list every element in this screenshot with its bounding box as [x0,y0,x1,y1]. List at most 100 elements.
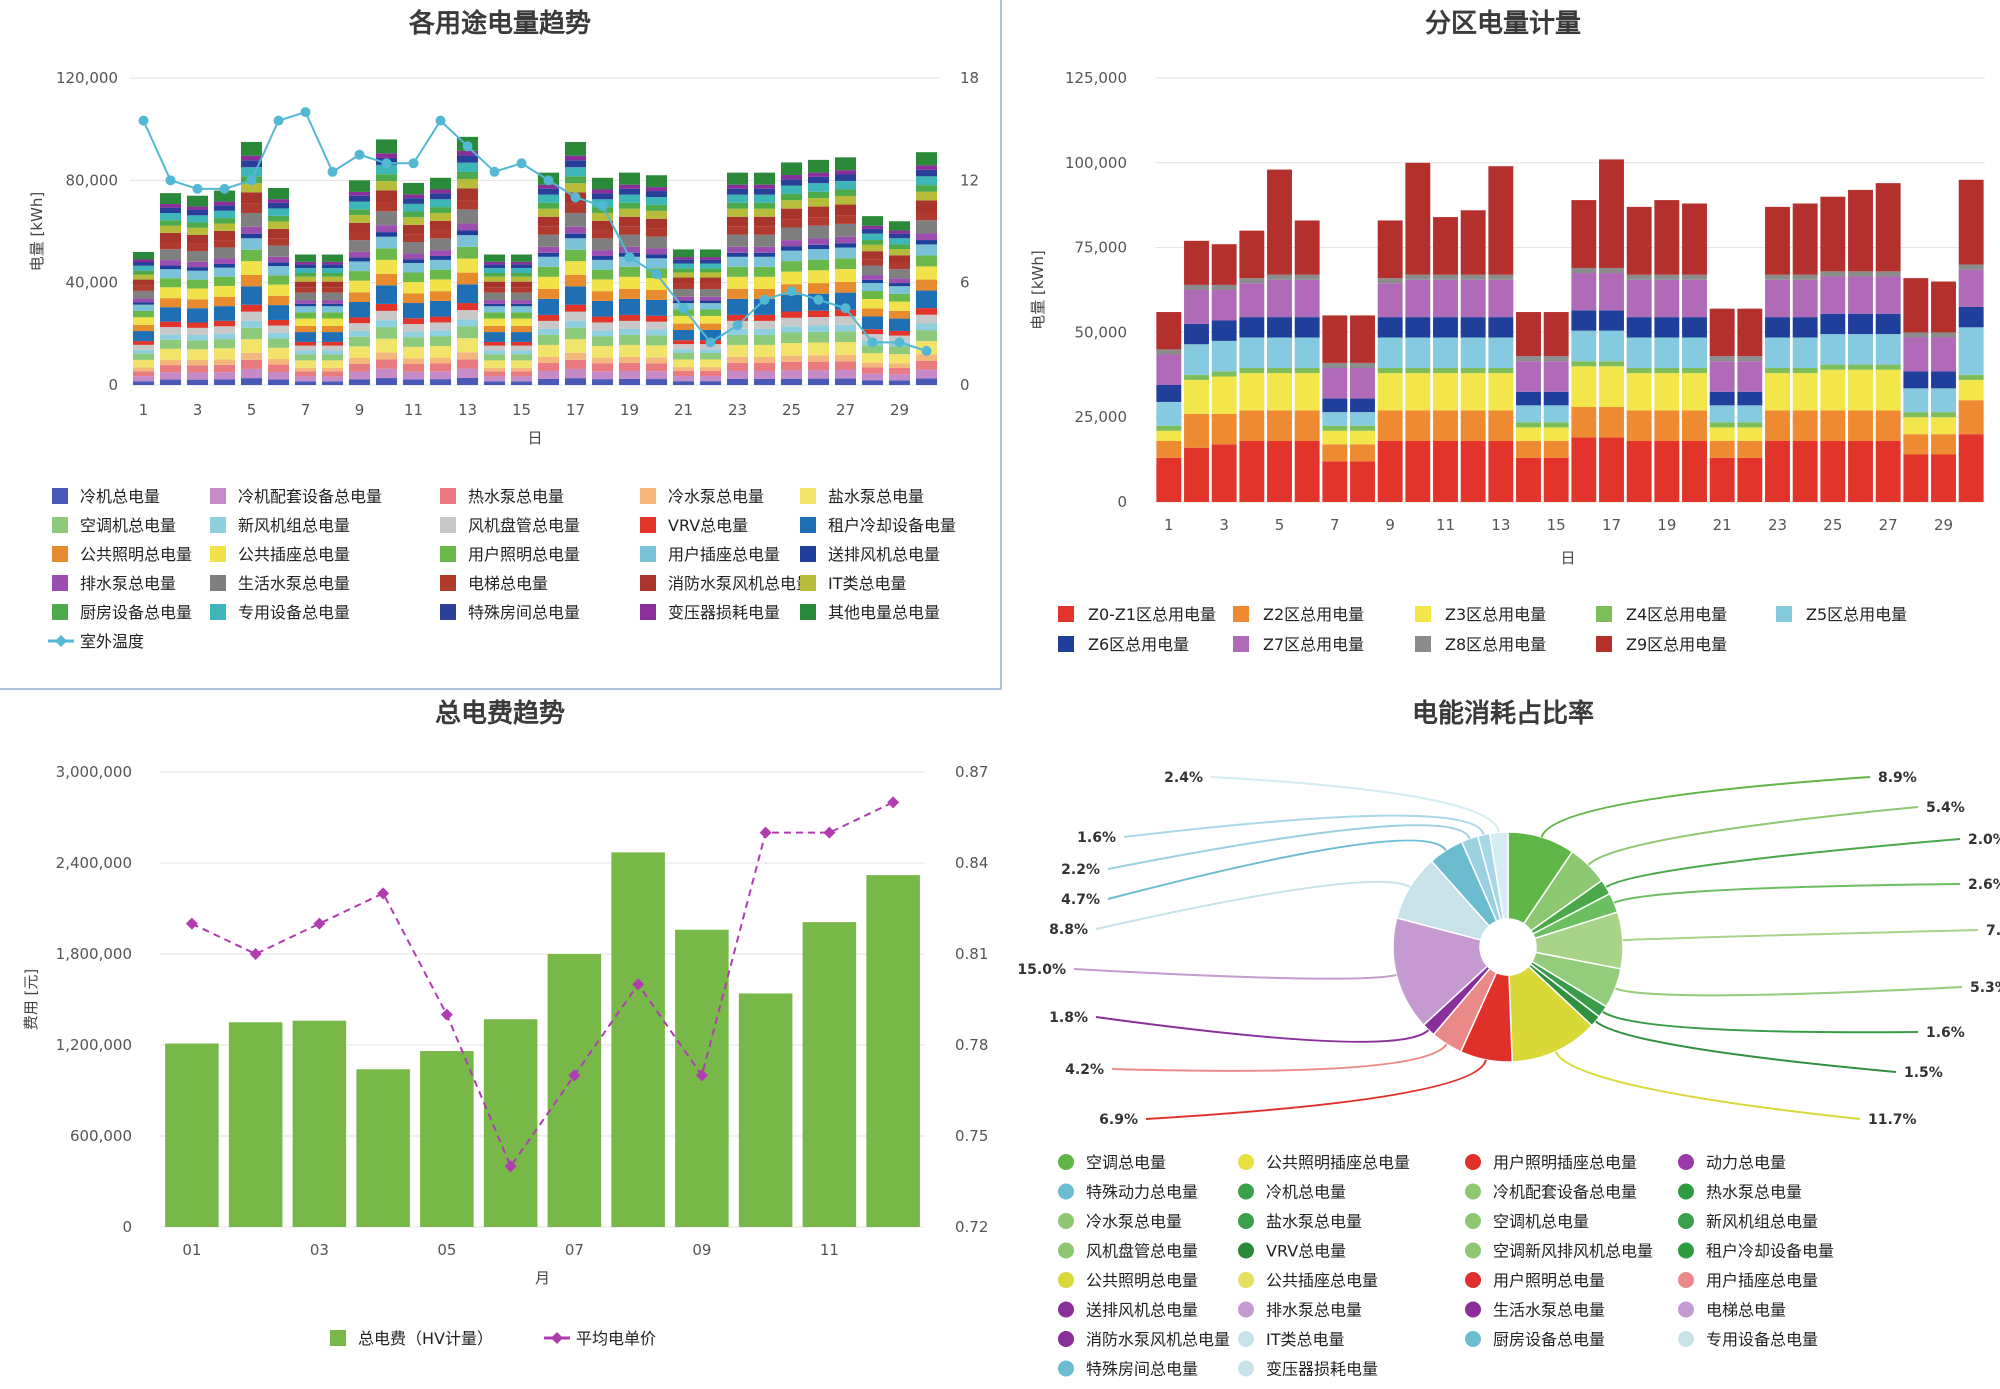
stacked-bar-segment [483,325,506,333]
stacked-bar-segment [753,344,776,357]
legend-circle-icon [1238,1301,1254,1318]
stacked-bar-segment [564,327,587,340]
stacked-bar-segment [1571,200,1597,268]
stacked-bar-segment [807,217,830,226]
stacked-bar-segment [456,171,479,179]
stacked-bar-segment [375,320,398,328]
stacked-bar-segment [159,278,182,288]
x-tick-label: 17 [1602,516,1621,534]
stacked-bar-segment [672,257,695,260]
stacked-bar-segment [780,240,803,247]
legend-circle-icon [1058,1331,1074,1347]
stacked-bar-segment [1516,440,1541,458]
legend-circle-icon [1238,1331,1254,1347]
stacked-bar-segment [132,317,155,325]
stacked-bar-segment [1460,440,1486,502]
stacked-bar-segment [537,362,560,371]
stacked-bar-segment [1516,422,1541,428]
stacked-bar-segment [1571,310,1597,331]
stacked-bar-segment [1239,283,1265,318]
legend-circle-icon [1238,1272,1254,1288]
stacked-bar-segment [402,203,425,212]
legend-circle-icon [1058,1242,1074,1259]
stacked-bar-segment [753,194,776,203]
stacked-bar-segment [699,370,722,377]
stacked-bar-segment [753,276,776,289]
stacked-bar-segment [429,363,452,372]
stacked-bar-segment [1958,269,1984,307]
stacked-bar-segment [402,224,425,235]
stacked-bar-segment [1820,313,1846,335]
stacked-bar-segment [591,279,614,292]
stacked-bar-segment [159,287,182,299]
stacked-bar-segment [348,280,371,293]
stacked-bar-segment [186,267,209,271]
stacked-bar-segment [375,225,398,233]
legend-square-icon [52,575,68,591]
leader-line [1540,776,1871,838]
stacked-bar-segment [348,357,371,364]
stacked-bar-segment [186,243,209,252]
energy-share-chart: 电能消耗占比率 8.9% 5.4%2.0% 2.6% 7.5% 5.3% 1.6% 1.5% 1… [1017,698,2000,1379]
stacked-bar-segment [186,227,209,235]
stacked-bar-segment [483,306,506,313]
stacked-bar-segment [267,199,290,203]
stacked-bar-segment [780,261,803,272]
stacked-bar-segment [429,379,452,385]
stacked-bar-segment [429,220,452,231]
temperature-point [597,200,608,211]
stacked-bar-segment [375,174,398,182]
stacked-bar-segment [1405,368,1431,374]
stacked-bar-segment [240,261,263,275]
stacked-bar-segment [1377,283,1403,318]
stacked-bar-segment [240,203,263,214]
stacked-bar-segment [1737,422,1763,428]
stacked-bar-segment [267,332,290,339]
stacked-bar-segment [834,189,857,196]
x-tick-label: 7 [301,401,311,419]
stacked-bar-segment [861,373,884,381]
stacked-bar-segment [861,316,884,330]
stacked-bar-segment [510,325,533,333]
stacked-bar-segment [240,286,263,305]
stacked-bar-segment [1488,317,1514,338]
x-tick-label: 3 [1219,516,1229,534]
stacked-bar-segment [186,222,209,228]
legend-label: 公共照明总电量 [80,545,192,564]
stacked-bar-segment [375,285,398,304]
stacked-bar-segment [483,360,506,368]
slice-percent-label: 2.6% [1968,877,2000,893]
legend-label: 冷机总电量 [80,487,160,506]
stacked-bar-segment [267,319,290,326]
stacked-bar-segment [591,330,614,337]
stacked-bar-segment [186,288,209,300]
stacked-bar-segment [915,185,938,192]
stacked-bar-segment [888,318,911,331]
stacked-bar-segment [780,219,803,228]
y2-tick-label: 0.81 [955,945,988,963]
stacked-bar-segment [1765,337,1790,369]
stacked-bar-segment [456,230,479,236]
stacked-bar-segment [294,306,317,313]
stacked-bar-segment [321,272,344,277]
stacked-bar-segment [375,201,398,212]
stacked-bar-segment [1848,271,1873,277]
stacked-bar-segment [645,254,668,259]
stacked-bar-segment [564,167,587,177]
stacked-bar-segment [591,220,614,231]
stacked-bar-segment [915,169,938,177]
stacked-bar-segment [807,159,830,173]
stacked-bar-segment [321,381,344,385]
stacked-bar-segment [1377,368,1403,374]
stacked-bar-segment [1516,361,1541,392]
stacked-bar-segment [888,278,911,284]
stacked-bar-segment [915,314,938,324]
legend-circle-icon [1058,1301,1074,1318]
stacked-bar-segment [1571,267,1597,274]
stacked-bar-segment [375,211,398,226]
stacked-bar-segment [672,268,695,273]
stacked-bar-segment [1267,410,1292,441]
stacked-bar-segment [915,360,938,370]
horizontal-divider [0,688,1002,690]
stacked-bar-segment [807,198,830,207]
